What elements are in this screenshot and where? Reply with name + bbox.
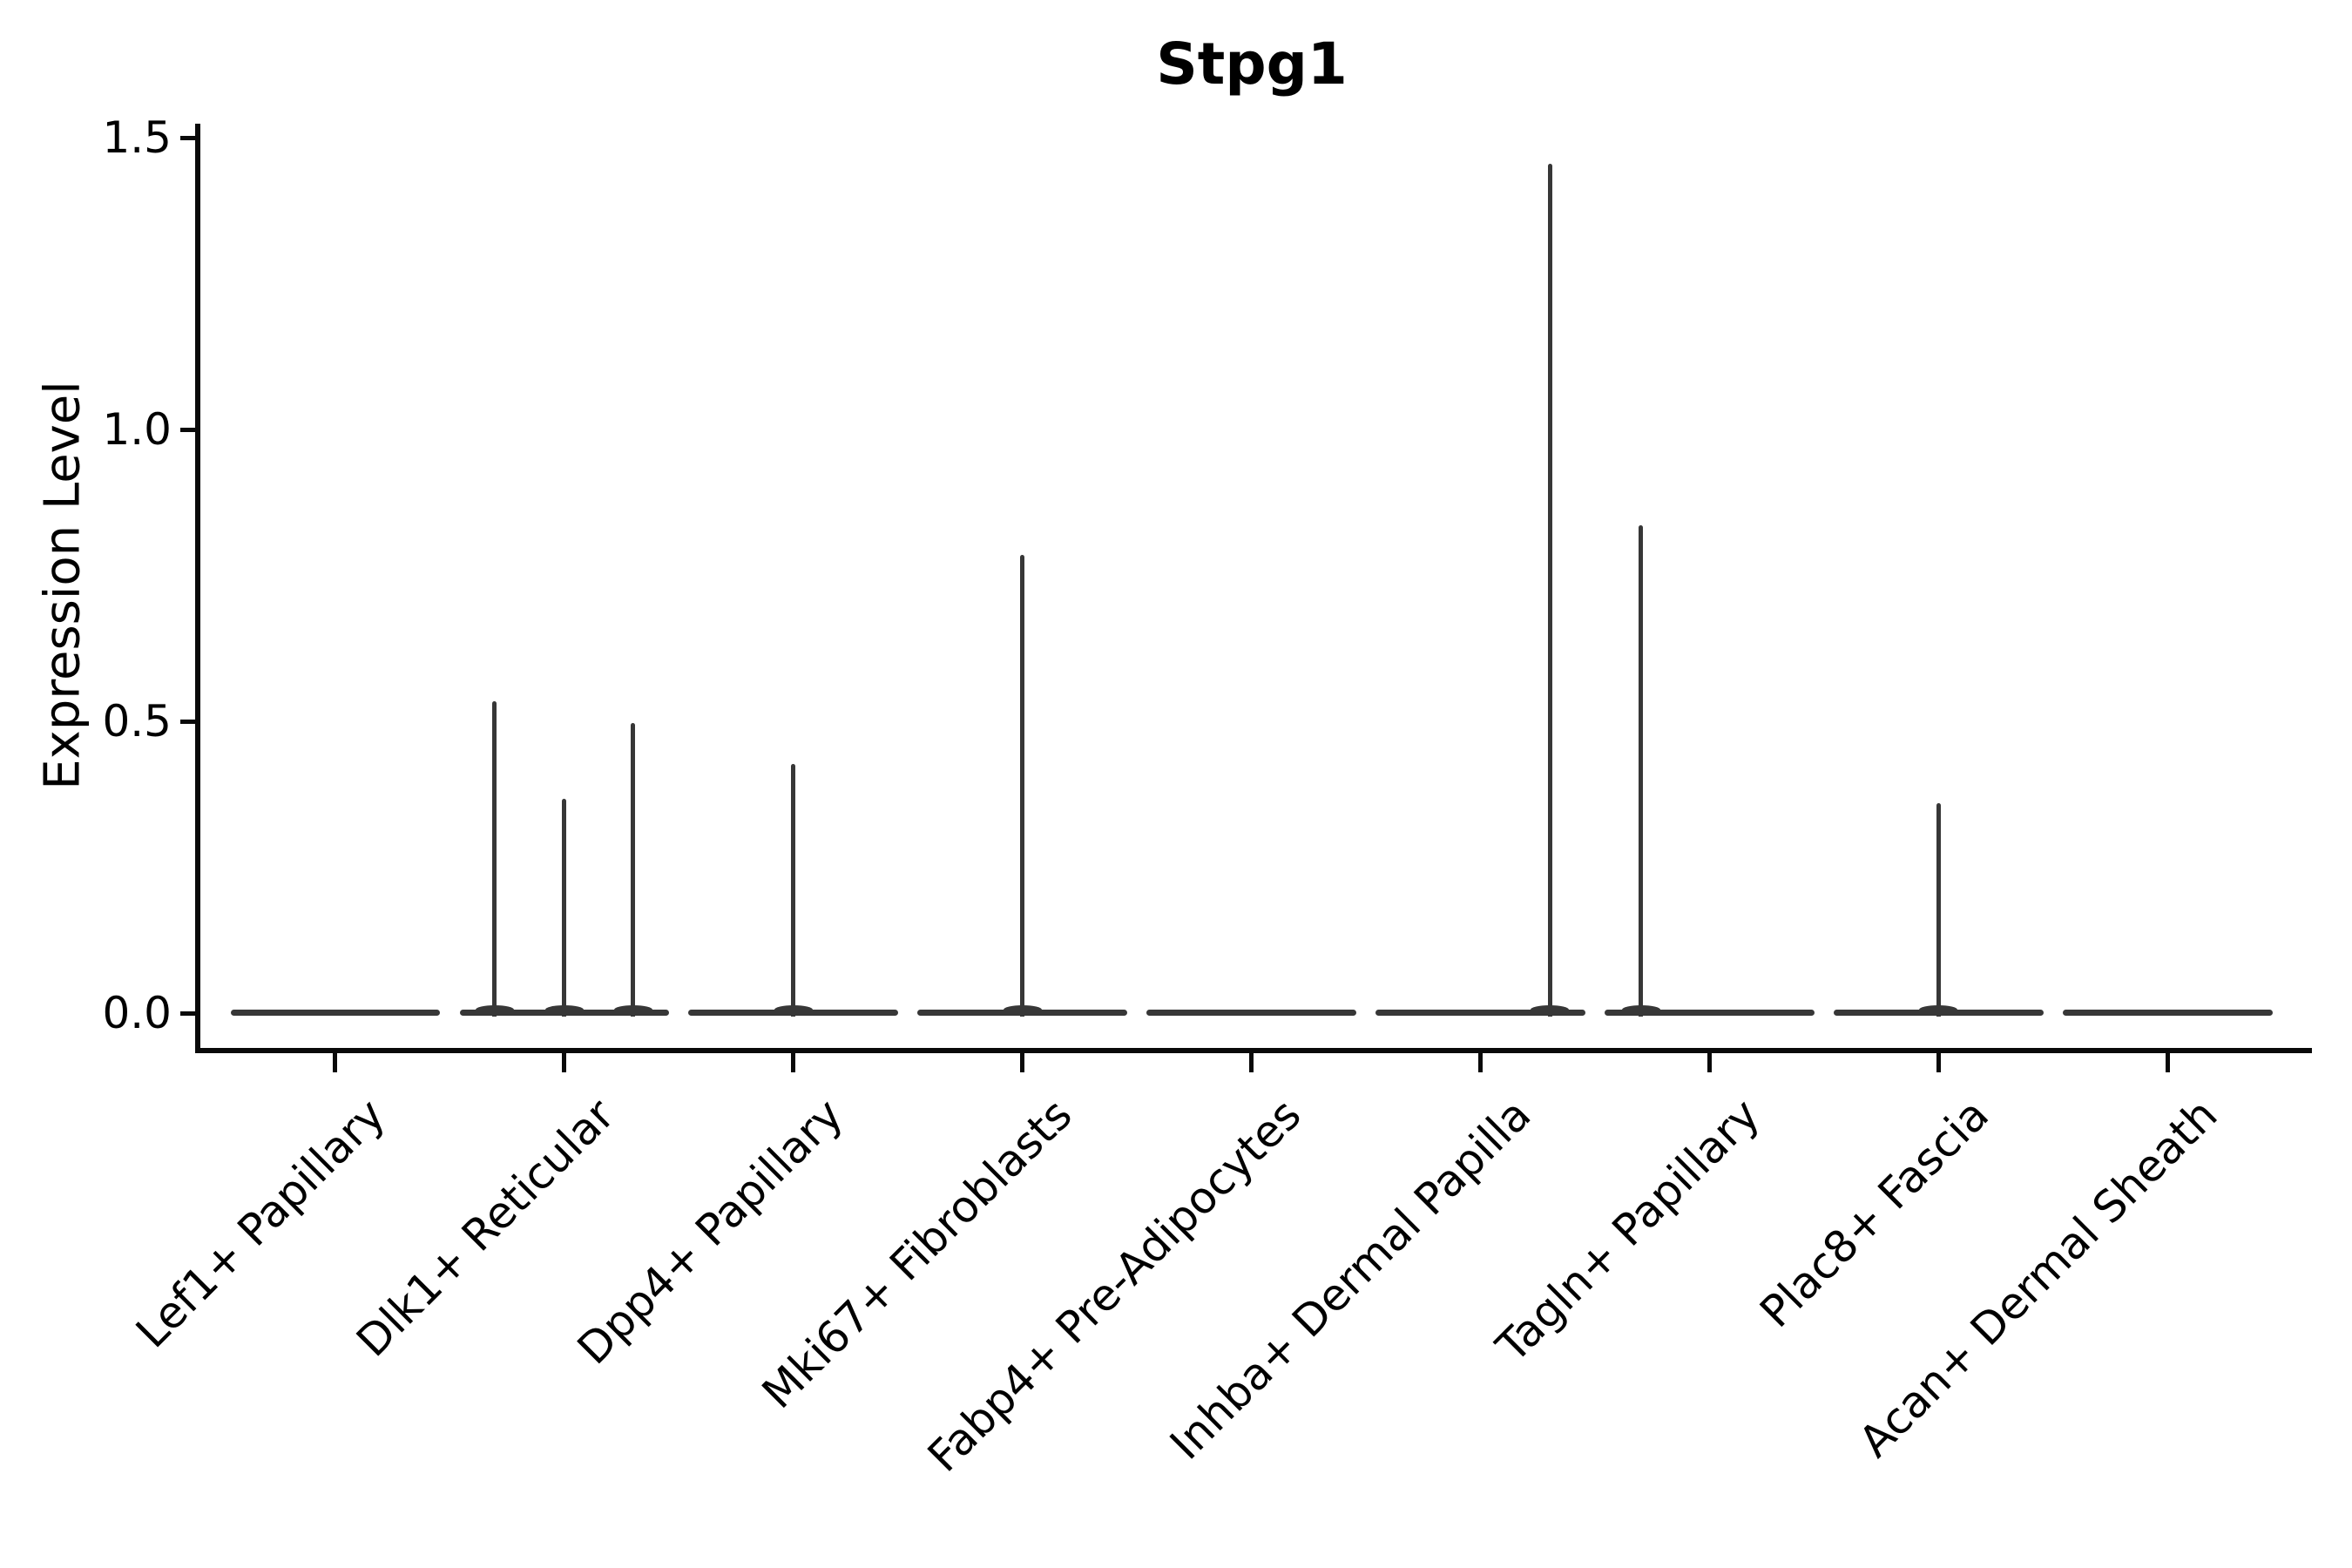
x-tick — [2165, 1053, 2170, 1072]
y-tick-label: 1.0 — [102, 404, 172, 456]
y-tick-label: 0.0 — [102, 988, 172, 1039]
violin-body — [917, 1010, 1127, 1017]
x-tick-label: Fabp4+ Pre-Adipocytes — [918, 1089, 1311, 1482]
y-tick — [180, 427, 198, 432]
violin-body — [1834, 1010, 2044, 1017]
violin-body — [459, 1010, 669, 1017]
x-tick — [1249, 1053, 1254, 1072]
violin-spike — [1639, 524, 1644, 1017]
y-tick-label: 0.5 — [102, 696, 172, 747]
violin-spike — [562, 799, 567, 1017]
violin-spike — [1020, 555, 1025, 1017]
violin-spike — [791, 764, 796, 1017]
violin-spike — [492, 701, 497, 1017]
violin-body — [1605, 1010, 1815, 1017]
violin-body — [2063, 1010, 2273, 1017]
violin-body — [688, 1010, 898, 1017]
x-axis-spine — [195, 1048, 2312, 1053]
y-tick-label: 1.5 — [102, 112, 172, 164]
x-tick — [562, 1053, 567, 1072]
y-tick — [180, 719, 198, 724]
violin-body — [230, 1010, 440, 1017]
chart-title: Stpg1 — [1156, 30, 1348, 98]
x-tick — [1020, 1053, 1025, 1072]
y-tick — [180, 135, 198, 140]
violin-body — [1146, 1010, 1356, 1017]
x-tick — [1707, 1053, 1712, 1072]
y-tick — [180, 1010, 198, 1016]
x-tick-label: Plac8+ Fascia — [1750, 1089, 1998, 1338]
x-tick — [1478, 1053, 1483, 1072]
x-tick — [791, 1053, 796, 1072]
y-axis-spine — [195, 124, 200, 1053]
violin-body — [1375, 1010, 1585, 1017]
violin-spike — [1547, 164, 1552, 1017]
x-tick — [333, 1053, 338, 1072]
violin-spike — [631, 723, 636, 1017]
x-tick — [1936, 1053, 1941, 1072]
violin-spike — [1936, 802, 1941, 1017]
